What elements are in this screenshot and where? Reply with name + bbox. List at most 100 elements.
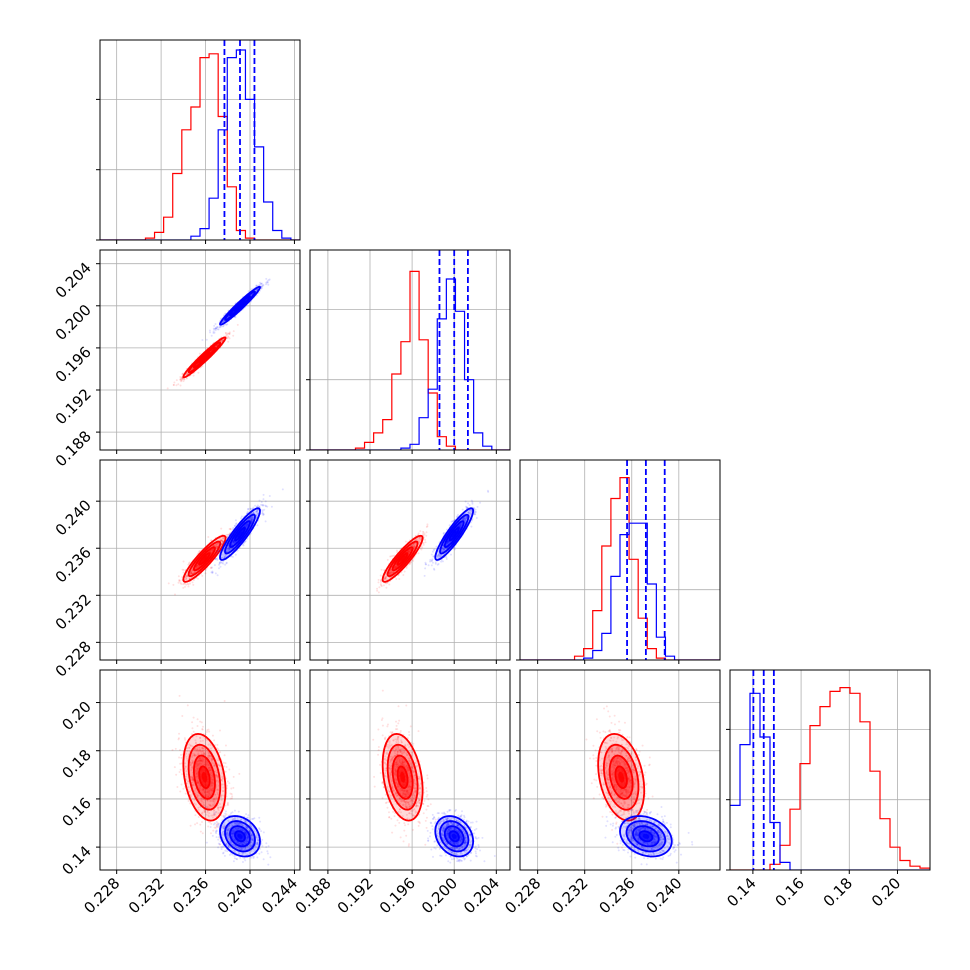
scatter-point <box>460 523 463 526</box>
scatter-point <box>198 352 201 355</box>
scatter-point <box>234 553 237 556</box>
scatter-point <box>220 325 223 328</box>
scatter-point <box>212 330 215 333</box>
contour-line <box>198 351 211 364</box>
scatter-point <box>186 372 189 375</box>
scatter-point <box>221 539 224 542</box>
scatter-point <box>222 554 225 557</box>
scatter-point <box>256 508 259 511</box>
histogram-series_b <box>100 49 300 240</box>
scatter-point <box>255 514 258 517</box>
scatter-point <box>407 550 410 553</box>
scatter-point <box>417 552 420 555</box>
scatter-point <box>246 524 249 527</box>
scatter-point <box>173 593 176 596</box>
scatter-point <box>264 505 267 508</box>
scatter-point <box>185 576 188 579</box>
scatter-point <box>431 561 434 564</box>
scatter-point <box>214 572 217 575</box>
scatter-point <box>437 554 440 557</box>
scatter-point <box>228 332 231 335</box>
scatter-point <box>425 526 428 529</box>
scatter-point <box>229 547 232 550</box>
scatter-point <box>227 335 230 338</box>
scatter-point <box>212 331 215 334</box>
scatter-point <box>447 540 450 543</box>
scatter-point <box>443 548 446 551</box>
scatter-point <box>220 561 223 564</box>
scatter-point <box>380 584 383 587</box>
scatter-point <box>389 555 392 558</box>
scatter-point <box>264 500 267 503</box>
scatter-point <box>181 568 184 571</box>
scatter-point <box>221 540 224 543</box>
scatter-point <box>218 326 221 329</box>
scatter-point <box>377 591 380 594</box>
scatter-point <box>256 524 259 527</box>
scatter-point <box>188 577 191 580</box>
scatter-point <box>407 549 410 552</box>
scatter-point <box>178 578 181 581</box>
scatter-point <box>262 498 265 501</box>
scatter-point <box>468 504 471 507</box>
scatter-point <box>225 533 228 536</box>
scatter-point <box>250 519 253 522</box>
scatter-point <box>390 570 393 573</box>
scatter-point <box>209 331 212 334</box>
scatter-point <box>213 544 216 547</box>
scatter-point <box>281 488 284 491</box>
scatter-point <box>183 378 186 381</box>
scatter-point <box>213 564 216 567</box>
scatter-point <box>209 567 212 570</box>
scatter-point <box>224 331 227 334</box>
scatter-point <box>232 540 235 543</box>
scatter-point <box>250 518 253 521</box>
scatter-point <box>227 340 230 343</box>
scatter-point <box>215 543 218 546</box>
scatter-point <box>233 541 236 544</box>
scatter-point <box>390 571 393 574</box>
scatter-point <box>196 564 199 567</box>
scatter-point <box>189 573 192 576</box>
scatter-point <box>421 546 424 549</box>
scatter-point <box>261 509 264 512</box>
scatter-point <box>408 550 411 553</box>
contour-line <box>182 336 227 379</box>
scatter-point <box>190 572 193 575</box>
scatter-point <box>390 555 393 558</box>
scatter-point <box>214 557 217 560</box>
scatter-point <box>380 579 383 582</box>
scatter-point <box>382 584 385 587</box>
scatter-point <box>384 577 387 580</box>
scatter-point <box>229 528 232 531</box>
scatter-point <box>183 582 186 585</box>
scatter-point <box>222 550 225 553</box>
contour-line <box>386 540 419 578</box>
density-level <box>400 555 406 562</box>
scatter-point <box>261 510 264 513</box>
scatter-point <box>232 541 235 544</box>
scatter-point <box>392 571 395 574</box>
scatter-point <box>179 378 182 381</box>
scatter-point <box>224 555 227 558</box>
scatter-point <box>223 555 226 558</box>
scatter-point <box>390 570 393 573</box>
scatter-point <box>466 506 469 509</box>
scatter-point <box>228 548 231 551</box>
scatter-point <box>227 548 230 551</box>
scatter-point <box>220 555 223 558</box>
scatter-point <box>409 548 412 551</box>
scatter-point <box>216 550 219 553</box>
scatter-point <box>184 575 187 578</box>
axes-frame <box>99 39 301 241</box>
scatter-point <box>398 577 401 580</box>
scatter-point <box>217 328 220 331</box>
scatter-point <box>225 549 228 552</box>
scatter-point <box>179 377 182 380</box>
scatter-point <box>226 332 229 335</box>
scatter-point <box>195 565 198 568</box>
scatter-point <box>222 320 225 323</box>
scatter-point <box>192 583 195 586</box>
scatter-point <box>395 549 398 552</box>
scatter-point <box>219 317 222 320</box>
